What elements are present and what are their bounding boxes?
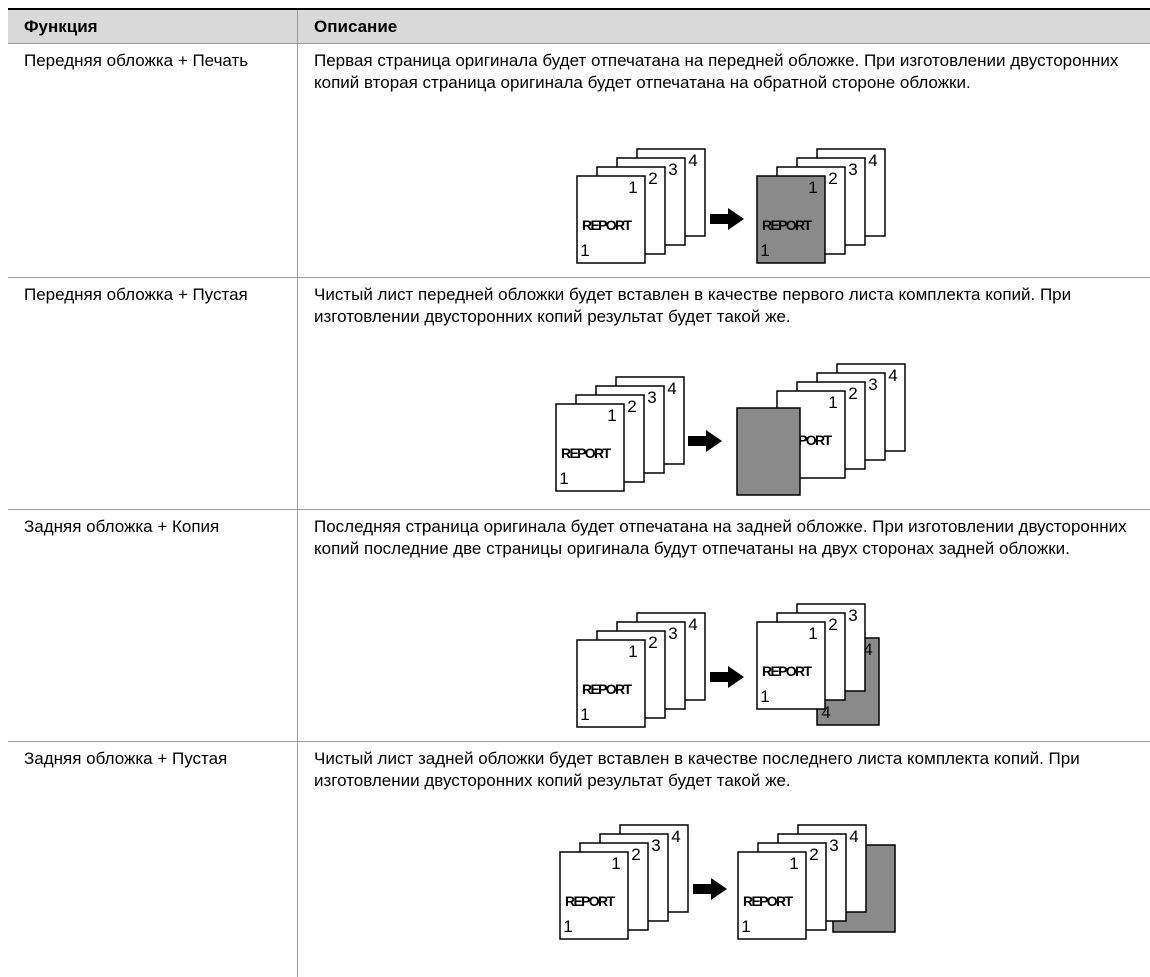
page-number: 1 <box>828 393 837 412</box>
arrow <box>710 666 744 688</box>
page-number: 2 <box>809 845 818 864</box>
function-cell: Задняя обложка + Пустая <box>8 742 298 977</box>
page-number: 2 <box>631 845 640 864</box>
page-number: 4 <box>849 827 858 846</box>
sheet <box>756 175 826 264</box>
page-number: 1 <box>808 178 817 197</box>
report-label: REPORT <box>582 217 632 233</box>
page-number: 3 <box>647 388 656 407</box>
page-number: 1 <box>559 469 568 488</box>
page-number: 1 <box>760 687 769 706</box>
sheet <box>576 175 646 264</box>
description-cell: Последняя страница оригинала будет отпеч… <box>314 517 1127 558</box>
header-cell: Функция <box>8 10 298 43</box>
report-label: REPORT <box>565 893 615 909</box>
description-cell: Чистый лист задней обложки будет вставле… <box>314 749 1080 790</box>
sheet <box>737 851 807 940</box>
sheet <box>756 621 826 710</box>
page-number: 3 <box>868 375 877 394</box>
report-label: REPORT <box>561 445 611 461</box>
page-number: 3 <box>848 606 857 625</box>
page-number: 1 <box>607 406 616 425</box>
description-cell: Первая страница оригинала будет отпечата… <box>314 51 1119 92</box>
report-label: REPORT <box>743 893 793 909</box>
page-number: 3 <box>848 160 857 179</box>
page-number: 4 <box>868 151 877 170</box>
page-number: 2 <box>648 633 657 652</box>
table-row: Задняя обложка + Пустая Чистый лист задне… <box>8 742 1150 977</box>
report-label: REPORT <box>762 217 812 233</box>
arrow <box>693 878 727 900</box>
page-number: 1 <box>808 624 817 643</box>
function-cell: Передняя обложка + Пустая <box>8 278 298 509</box>
page-number: 1 <box>580 241 589 260</box>
page-number: 4 <box>671 827 680 846</box>
page-number: 2 <box>648 169 657 188</box>
function-cell: Передняя обложка + Печать <box>8 44 298 277</box>
page-number: 2 <box>627 397 636 416</box>
page-number: 1 <box>563 917 572 936</box>
page-number: 1 <box>789 854 798 873</box>
page-number: 4 <box>863 640 872 659</box>
page-number: 2 <box>828 169 837 188</box>
page-number: 3 <box>668 160 677 179</box>
page-number: 1 <box>611 854 620 873</box>
page-number: 1 <box>628 642 637 661</box>
header-row: Функция Описание <box>8 10 1150 44</box>
sheet <box>555 403 625 492</box>
page-number: 3 <box>829 836 838 855</box>
sheet <box>559 851 629 940</box>
arrow <box>710 208 744 230</box>
table: Функция Описание Передняя обложка + Печа… <box>8 8 1150 977</box>
page-number: 4 <box>888 366 897 385</box>
page-number: 4 <box>667 379 676 398</box>
page-number: 3 <box>668 624 677 643</box>
page-number: 4 <box>688 151 697 170</box>
page-number: 3 <box>651 836 660 855</box>
page-number: 1 <box>760 241 769 260</box>
page-number: 1 <box>741 917 750 936</box>
header-cell: Описание <box>314 17 398 36</box>
page-number: 4 <box>821 703 830 722</box>
arrow <box>688 430 722 452</box>
page-number: 2 <box>848 384 857 403</box>
page-number: 1 <box>580 705 589 724</box>
report-label: REPORT <box>582 681 632 697</box>
sheet <box>736 407 801 496</box>
table-row: Передняя обложка + Печать Первая страница… <box>8 44 1150 278</box>
description-cell: Чистый лист передней обложки будет встав… <box>314 285 1072 326</box>
table-row: Передняя обложка + Пустая Чистый лист пер… <box>8 278 1150 510</box>
page-number: 2 <box>828 615 837 634</box>
table-row: Задняя обложка + Копия Последняя страница… <box>8 510 1150 742</box>
sheet <box>576 639 646 728</box>
page-number: 4 <box>688 615 697 634</box>
page-number: 1 <box>628 178 637 197</box>
function-cell: Задняя обложка + Копия <box>8 510 298 741</box>
report-label: REPORT <box>762 663 812 679</box>
